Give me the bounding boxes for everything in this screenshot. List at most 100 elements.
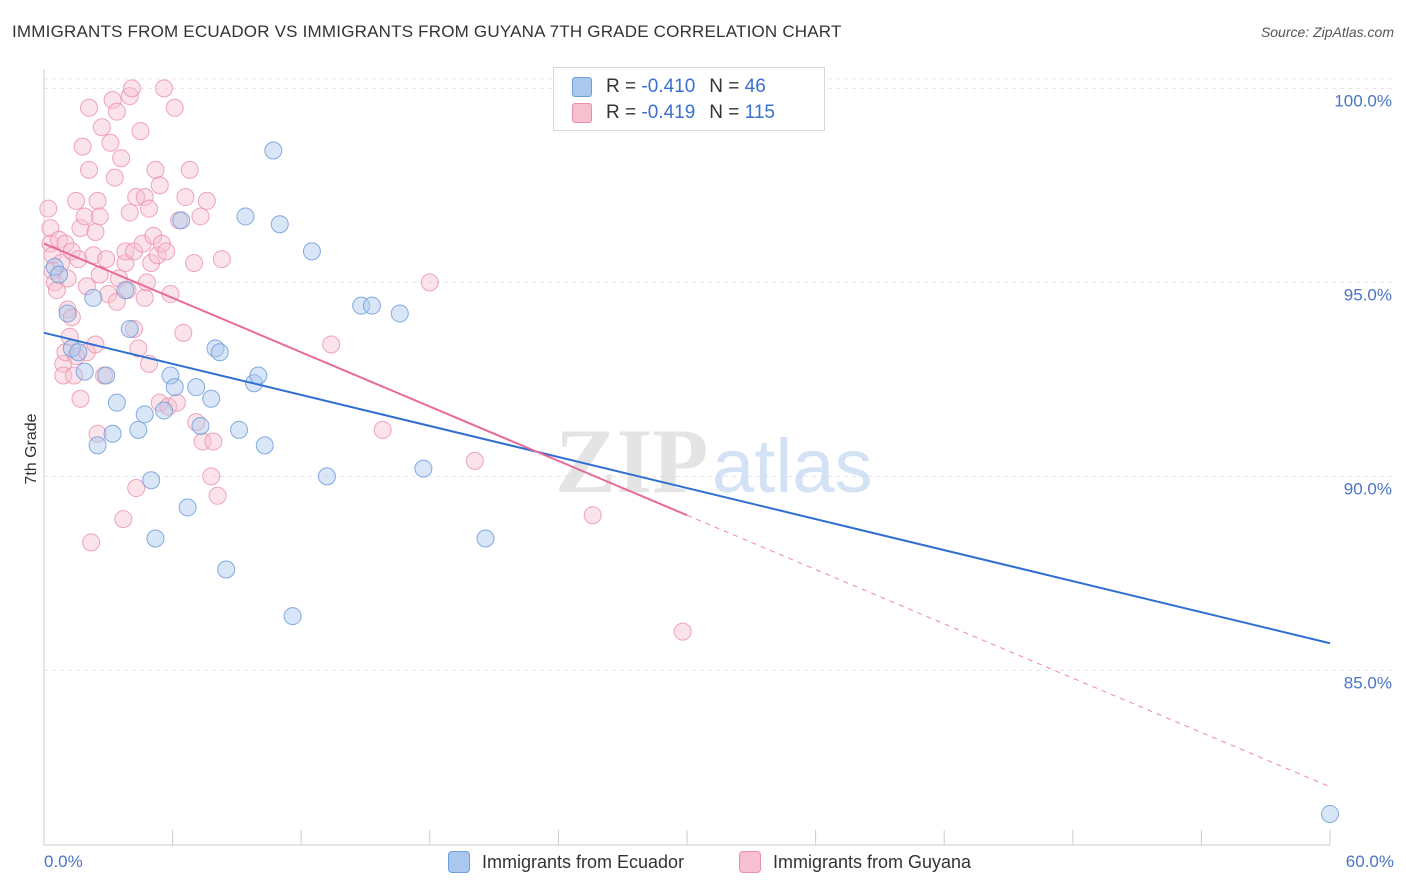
guyana-point [322, 335, 341, 354]
guyana-point [88, 191, 107, 210]
ecuador-legend-swatch [448, 851, 470, 873]
guyana-point [107, 102, 126, 121]
guyana-point [420, 273, 439, 292]
ecuador-point [414, 459, 433, 478]
ecuador-legend-label: Immigrants from Ecuador [482, 851, 685, 872]
ecuador-point [172, 211, 191, 230]
ecuador-point [362, 296, 381, 315]
guyana-n-value: 115 [744, 102, 775, 123]
legend-n-label: N = [709, 76, 740, 97]
guyana-point [54, 366, 73, 385]
legend-r-label: R = [606, 102, 637, 123]
guyana-point [77, 277, 96, 296]
watermark-zip: ZIP [555, 410, 708, 512]
ecuador-point [264, 141, 283, 160]
ecuador-point [187, 378, 206, 397]
guyana-point [155, 79, 174, 98]
guyana-point [204, 432, 223, 451]
guyana-point [105, 168, 124, 187]
guyana-point [465, 451, 484, 470]
y-tick-label: 85.0% [1344, 673, 1392, 692]
ecuador-point [84, 288, 103, 307]
guyana-trendline-extension [686, 514, 1331, 788]
guyana-point [101, 133, 120, 152]
ecuador-point [69, 343, 88, 362]
guyana-point [150, 176, 169, 195]
guyana-point [174, 323, 193, 342]
ecuador-point [107, 393, 126, 412]
bottom-legend-ecuador: Immigrants from Ecuador [448, 851, 684, 873]
guyana-swatch [572, 103, 592, 123]
ecuador-point [178, 498, 197, 517]
guyana-point [673, 622, 692, 641]
guyana-point [82, 533, 101, 552]
guyana-point [80, 98, 99, 117]
guyana-point [135, 188, 154, 207]
guyana-point [176, 188, 195, 207]
guyana-point [193, 432, 212, 451]
legend-row-guyana: R = -0.419 N = 115 [572, 102, 775, 124]
ecuador-point [255, 436, 274, 455]
x-tick-min: 0.0% [44, 852, 83, 871]
guyana-point [135, 288, 154, 307]
guyana-point [131, 122, 150, 141]
guyana-point [197, 191, 216, 210]
guyana-point [208, 486, 227, 505]
guyana-point [39, 199, 58, 218]
guyana-point [67, 191, 86, 210]
guyana-point [90, 207, 109, 226]
legend-n-label: N = [709, 102, 740, 123]
ecuador-point [270, 215, 289, 234]
guyana-legend-swatch [739, 851, 761, 873]
guyana-point [137, 273, 156, 292]
ecuador-point [283, 607, 302, 626]
ecuador-n-value: 46 [744, 76, 766, 97]
guyana-point [212, 250, 231, 269]
guyana-point [120, 203, 139, 222]
guyana-point [127, 479, 146, 498]
source-label: Source: ZipAtlas.com [1260, 24, 1394, 40]
ecuador-trendline [43, 331, 1331, 645]
guyana-point [86, 222, 105, 241]
y-tick-label: 95.0% [1344, 285, 1392, 304]
ecuador-point [116, 281, 135, 300]
guyana-point [80, 160, 99, 179]
ecuador-point [161, 366, 180, 385]
guyana-point [71, 219, 90, 238]
correlation-legend: R = -0.410 N = 46 R = -0.419 N = 115 [553, 67, 825, 131]
guyana-point [165, 98, 184, 117]
guyana-point [185, 254, 204, 272]
bottom-legend-guyana: Immigrants from Guyana [739, 851, 971, 873]
guyana-point [146, 160, 165, 179]
x-tick-max: 60.0% [1345, 852, 1394, 871]
guyana-legend-label: Immigrants from Guyana [773, 851, 972, 872]
ecuador-point [75, 362, 94, 381]
chart-title: IMMIGRANTS FROM ECUADOR VS IMMIGRANTS FR… [12, 22, 842, 41]
guyana-point [103, 91, 122, 110]
ecuador-point [191, 416, 210, 435]
guyana-point [73, 137, 92, 156]
ecuador-point [58, 304, 77, 323]
guyana-point [180, 160, 199, 179]
ecuador-swatch [572, 77, 592, 97]
guyana-point [114, 510, 133, 529]
guyana-point [47, 281, 66, 300]
ecuador-point [236, 207, 255, 226]
guyana-r-value: -0.419 [641, 102, 696, 123]
guyana-trendline [43, 242, 688, 517]
ecuador-point [476, 529, 495, 548]
ecuador-point [146, 529, 165, 548]
ecuador-point [302, 242, 321, 261]
guyana-point [97, 250, 116, 269]
legend-r-label: R = [606, 76, 637, 97]
ecuador-r-value: -0.410 [641, 76, 696, 97]
guyana-point [583, 506, 602, 525]
ecuador-point [210, 343, 229, 362]
legend-row-ecuador: R = -0.410 N = 46 [572, 76, 766, 98]
guyana-point [373, 420, 392, 439]
ecuador-point [88, 436, 107, 455]
guyana-point [140, 199, 159, 218]
guyana-point [65, 366, 84, 385]
ecuador-point [317, 467, 336, 486]
